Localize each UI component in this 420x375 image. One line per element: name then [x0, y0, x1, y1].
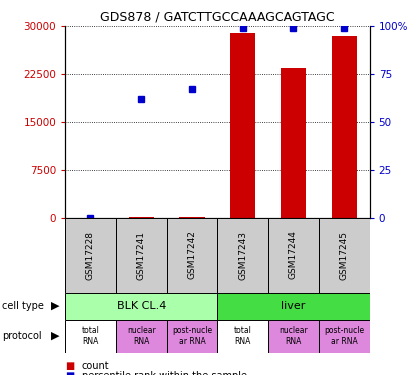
Text: post-nucle
ar RNA: post-nucle ar RNA [172, 326, 212, 346]
Text: nuclear
RNA: nuclear RNA [127, 326, 155, 346]
Text: count: count [82, 361, 110, 370]
Bar [281, 68, 306, 218]
Text: protocol: protocol [2, 331, 42, 341]
Bar [218, 320, 268, 352]
Title: GDS878 / GATCTTGCCAAAGCAGTAGC: GDS878 / GATCTTGCCAAAGCAGTAGC [100, 11, 335, 24]
Bar [218, 217, 268, 292]
Text: GSM17244: GSM17244 [289, 231, 298, 279]
Bar [319, 320, 370, 352]
Text: GSM17242: GSM17242 [187, 231, 197, 279]
Bar [65, 217, 116, 292]
Text: BLK CL.4: BLK CL.4 [116, 301, 166, 311]
Text: percentile rank within the sample: percentile rank within the sample [82, 371, 247, 375]
Text: GSM17241: GSM17241 [137, 231, 146, 279]
Text: liver: liver [281, 301, 306, 311]
Text: ▶: ▶ [51, 331, 60, 341]
Text: ■: ■ [65, 371, 74, 375]
Text: GSM17245: GSM17245 [340, 231, 349, 279]
Bar [65, 292, 218, 320]
Text: post-nucle
ar RNA: post-nucle ar RNA [324, 326, 364, 346]
Text: total
RNA: total RNA [81, 326, 100, 346]
Bar [268, 217, 319, 292]
Bar [116, 320, 167, 352]
Bar [268, 320, 319, 352]
Text: cell type: cell type [2, 301, 44, 311]
Bar [218, 292, 370, 320]
Text: GSM17243: GSM17243 [238, 231, 247, 279]
Text: total
RNA: total RNA [234, 326, 252, 346]
Bar [179, 216, 205, 217]
Text: ▶: ▶ [51, 301, 60, 311]
Text: nuclear
RNA: nuclear RNA [279, 326, 308, 346]
Bar [331, 36, 357, 218]
Text: GSM17228: GSM17228 [86, 231, 95, 279]
Bar [167, 217, 218, 292]
Bar [167, 320, 218, 352]
Bar [230, 33, 255, 218]
Bar [319, 217, 370, 292]
Text: ■: ■ [65, 361, 74, 370]
Bar [65, 320, 116, 352]
Bar [116, 217, 167, 292]
